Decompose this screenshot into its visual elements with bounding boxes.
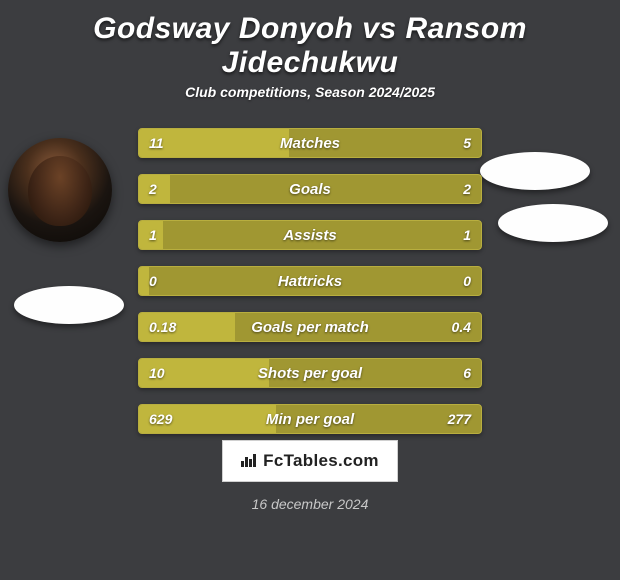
comparison-date: 16 december 2024	[0, 496, 620, 512]
stat-bar-fill	[139, 267, 149, 295]
player-right-club-badge-2	[498, 204, 608, 242]
stat-row: 115Matches	[138, 128, 482, 158]
stat-row: 629277Min per goal	[138, 404, 482, 434]
stat-value-right: 277	[448, 405, 471, 433]
stat-value-right: 0.4	[452, 313, 471, 341]
stat-value-right: 5	[463, 129, 471, 157]
stat-label: Assists	[139, 221, 481, 249]
stat-row: 2 2Goals	[138, 174, 482, 204]
comparison-subtitle: Club competitions, Season 2024/2025	[0, 84, 620, 100]
player-left-avatar	[8, 138, 112, 242]
stat-value-right: 0	[463, 267, 471, 295]
comparison-content: 115Matches22Goals11Assists00Hattricks0.1…	[0, 128, 620, 434]
stat-value-left: 0.18	[149, 313, 176, 341]
stat-value-right: 6	[463, 359, 471, 387]
stat-value-right: 2	[463, 175, 471, 203]
stat-value-left: 0	[149, 267, 157, 295]
player-left-club-badge	[14, 286, 124, 324]
stat-value-left: 2	[149, 175, 157, 203]
player-right-club-badge-1	[480, 152, 590, 190]
comparison-title: Godsway Donyoh vs Ransom Jidechukwu	[0, 0, 620, 84]
stat-label: Goals	[139, 175, 481, 203]
fctables-logo[interactable]: FcTables.com	[222, 440, 398, 482]
stat-label: Hattricks	[139, 267, 481, 295]
stat-row: 1 1Assists	[138, 220, 482, 250]
stat-value-right: 1	[463, 221, 471, 249]
stat-value-left: 10	[149, 359, 165, 387]
stat-row: 106Shots per goal	[138, 358, 482, 388]
stat-value-left: 629	[149, 405, 172, 433]
stat-value-left: 1	[149, 221, 157, 249]
bar-chart-icon	[241, 452, 257, 472]
stat-row: 0.180.4Goals per match	[138, 312, 482, 342]
stat-row: 0 0Hattricks	[138, 266, 482, 296]
footer: FcTables.com 16 december 2024	[0, 440, 620, 512]
stat-value-left: 11	[149, 129, 164, 157]
logo-text: FcTables.com	[263, 451, 379, 470]
stat-bars: 115Matches22Goals11Assists00Hattricks0.1…	[138, 128, 482, 434]
